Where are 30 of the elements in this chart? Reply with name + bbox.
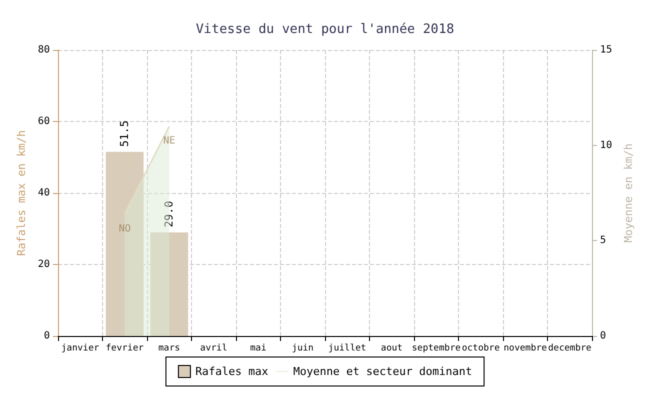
y-tick-label: 40	[38, 188, 50, 198]
y-tick-label: 60	[38, 116, 50, 127]
x-tick-label: mars	[158, 344, 180, 354]
chart-title: Vitesse du vent pour l'année 2018	[196, 22, 454, 37]
y2-tick-label: 0	[600, 330, 606, 342]
x-tick-label: aout	[380, 344, 403, 354]
legend-label: Moyenne et secteur dominant	[293, 365, 472, 378]
x-tick-label: septembre	[412, 344, 461, 354]
y2-tick-label: 10	[600, 140, 612, 151]
y2-tick-label: 15	[600, 44, 612, 56]
x-tick-label: decembre	[548, 344, 592, 354]
x-tick-label: avril	[200, 344, 228, 354]
x-tick-label: juillet	[328, 344, 366, 354]
data-label: 29.0	[162, 200, 176, 228]
x-tick-label: octobre	[462, 344, 500, 354]
y-tick-label: 20	[38, 259, 50, 270]
y-tick-label: 80	[38, 44, 50, 56]
x-tick-label: novembre	[504, 344, 547, 354]
data-label: 51.5	[118, 120, 132, 147]
y-tick-label: 0	[44, 330, 50, 342]
annotation: NE	[163, 136, 176, 147]
y-axis-title: Rafales max en km/h	[15, 130, 28, 256]
y2-axis-title: Moyenne en km/h	[622, 143, 635, 243]
x-tick-label: mai	[250, 344, 266, 354]
y2-tick-label: 5	[600, 235, 606, 246]
x-tick-label: janvier	[61, 344, 100, 354]
legend-label: Rafales max	[195, 365, 269, 378]
annotation: NO	[118, 223, 131, 234]
x-tick-label: juin	[292, 344, 314, 354]
x-tick-label: fevrier	[106, 344, 144, 354]
